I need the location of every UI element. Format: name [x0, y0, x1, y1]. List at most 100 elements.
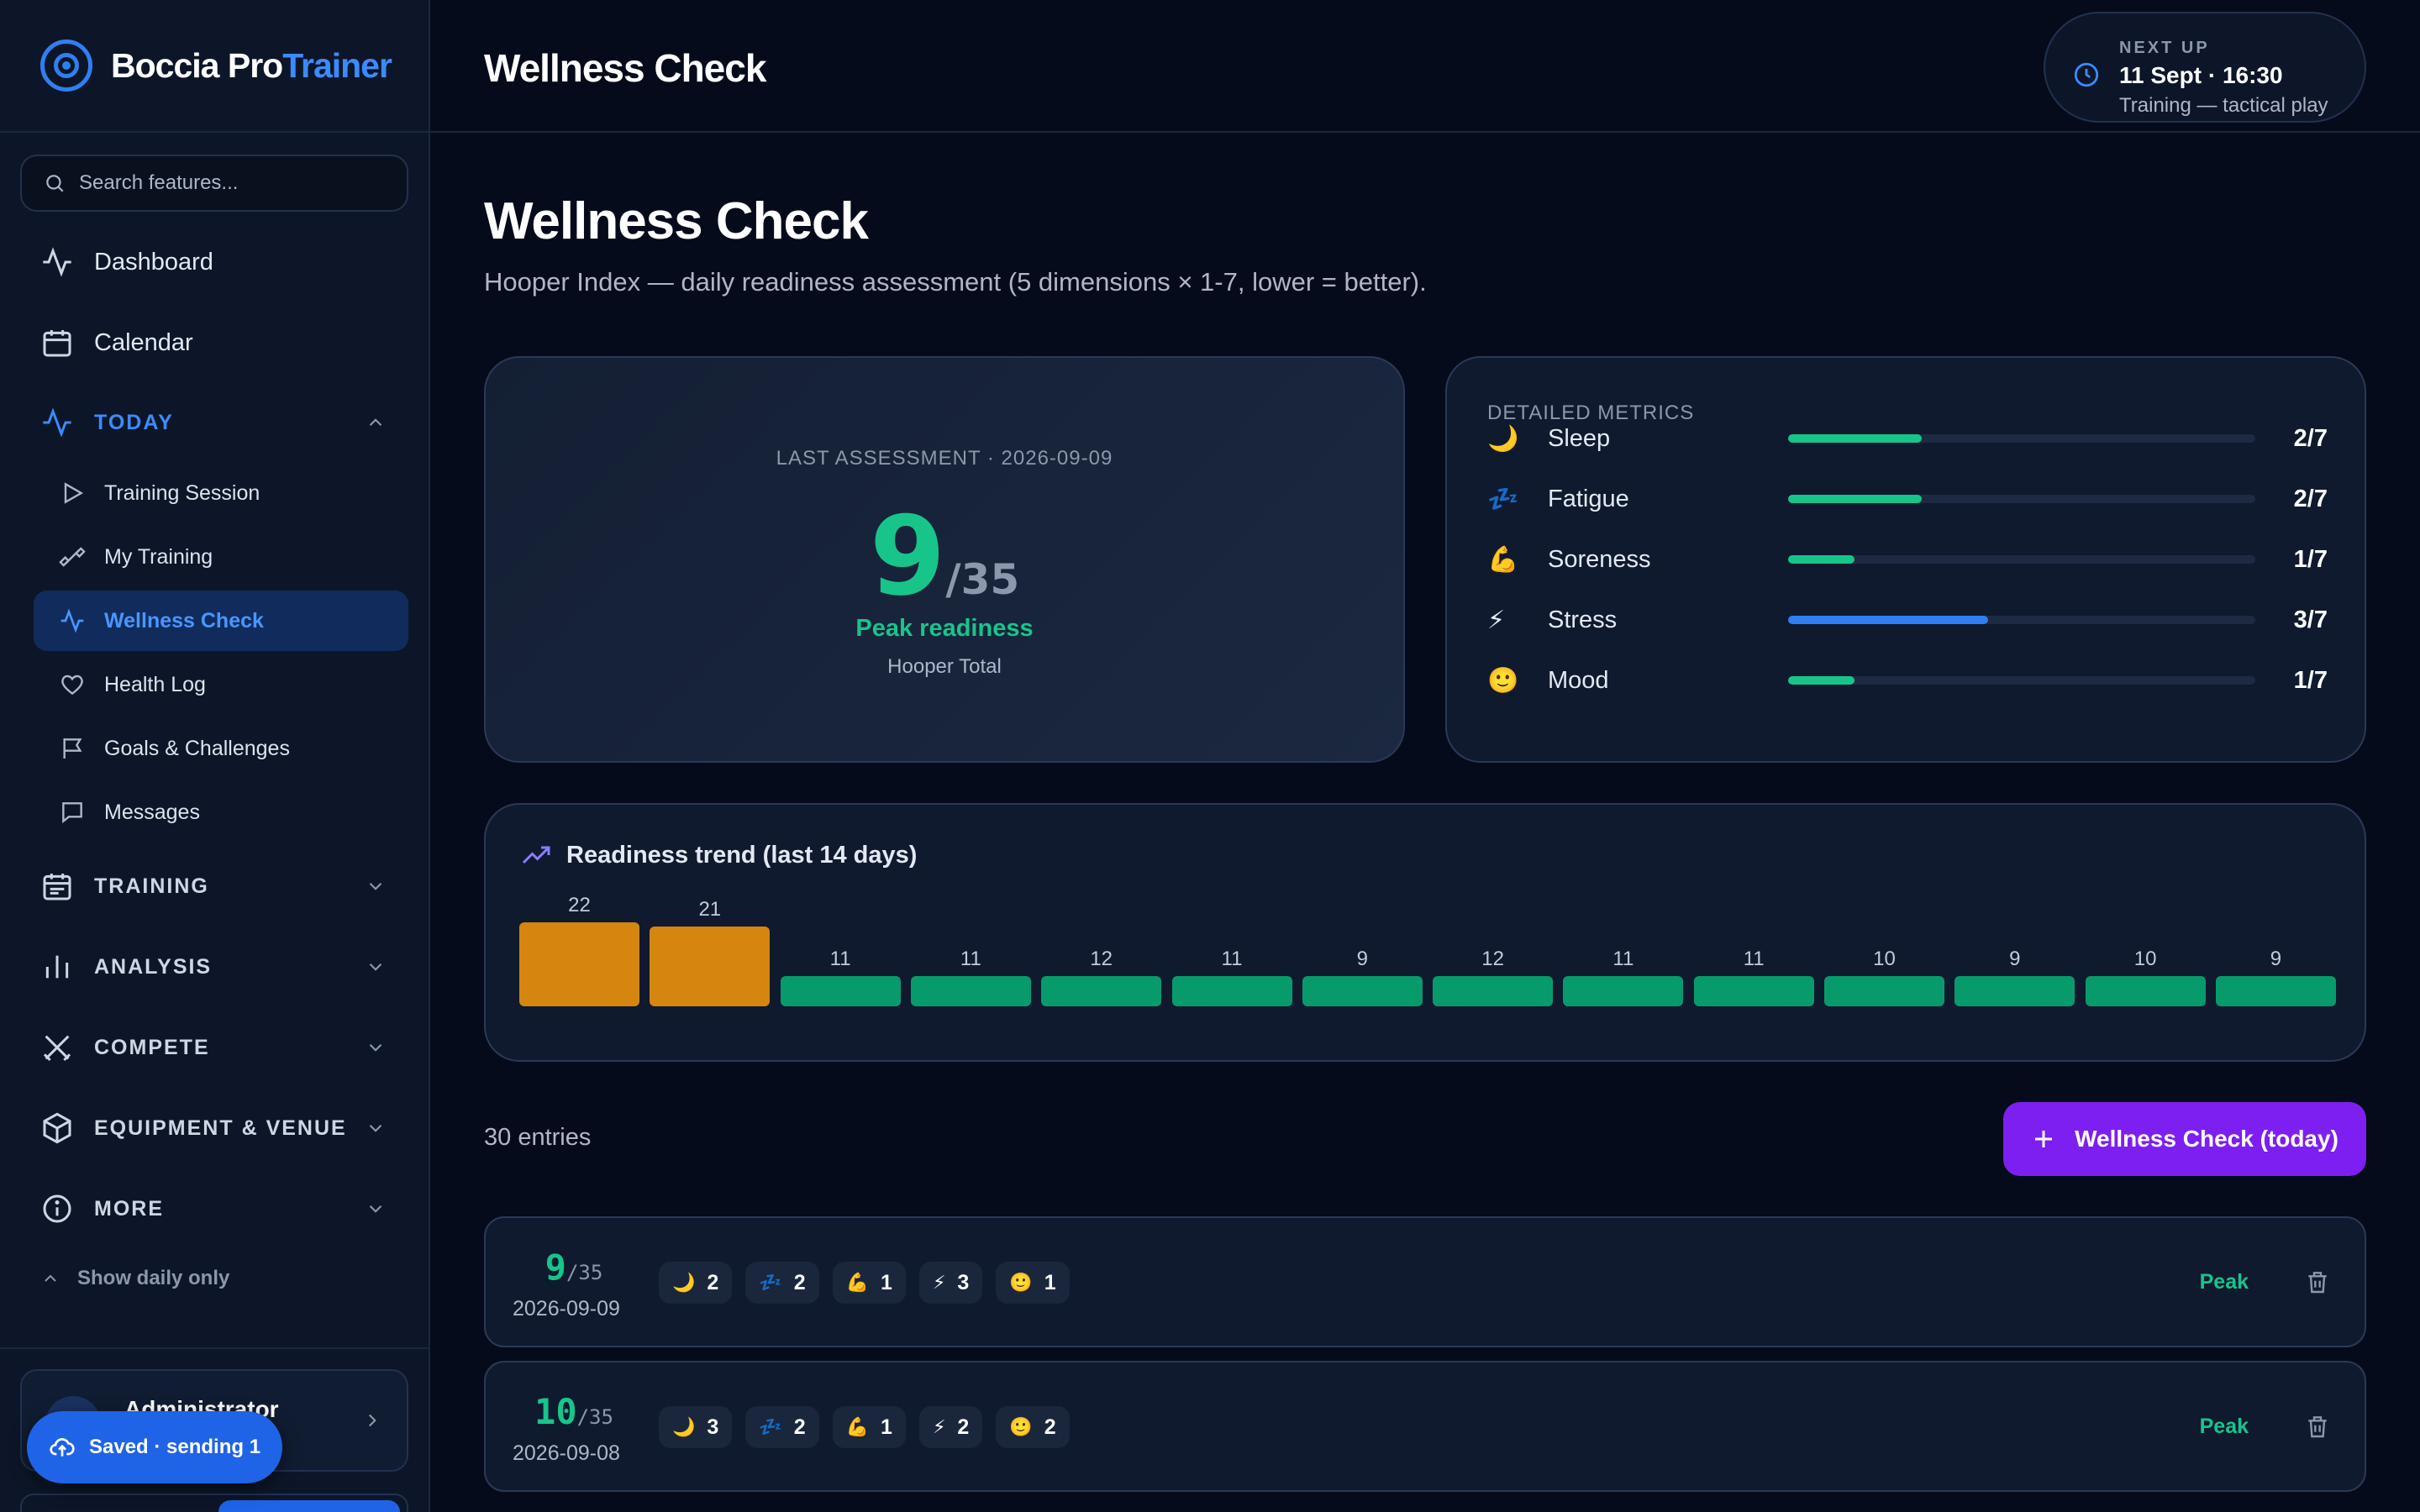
metric-name: Mood	[1548, 666, 1609, 694]
search-icon	[46, 175, 64, 192]
sidebar-item-my-training[interactable]: My Training	[34, 527, 408, 587]
dimension-value: 1	[881, 1415, 892, 1439]
entry-score: 10/35	[486, 1391, 662, 1432]
nav-calendar[interactable]: Calendar	[20, 307, 408, 378]
entry-score-value: 9	[544, 1247, 566, 1288]
entry-score-max: /35	[576, 1405, 613, 1429]
trend-bar[interactable]	[650, 926, 771, 1006]
bottom-action-button[interactable]	[218, 1500, 400, 1512]
top-bar: Wellness Check NEXT UP 11 Sept · 16:30 T…	[430, 0, 2420, 133]
add-wellness-check-button[interactable]: Wellness Check (today)	[2003, 1102, 2366, 1176]
trend-bar[interactable]	[910, 976, 1031, 1006]
dimension-chip: 💪 1	[832, 1262, 906, 1304]
entry-score-value: 10	[534, 1391, 577, 1432]
trend-bar-value: 21	[698, 897, 722, 921]
dimension-chip: 🌙 2	[659, 1262, 733, 1304]
trend-bar-value: 11	[1743, 948, 1765, 970]
list-item[interactable]: 9/35 2026-09-09 🌙 2 💤 2 💪 1 ⚡ 3 🙂 1 Peak	[484, 1216, 2366, 1347]
heart-icon	[61, 675, 83, 696]
metric-bar-fill	[1788, 434, 1922, 443]
sidebar-item-label: Wellness Check	[104, 608, 264, 633]
entry-status: Peak	[2199, 1415, 2249, 1438]
section-training[interactable]: TRAINING	[20, 851, 408, 921]
metric-row-mood: 🙂 Mood 1/7	[1487, 655, 2328, 706]
sidebar-item-label: Messages	[104, 800, 200, 824]
play-icon	[64, 482, 84, 504]
dimension-chip: ⚡ 3	[918, 1262, 983, 1304]
trend-bar[interactable]	[2215, 976, 2336, 1006]
sidebar-item-wellness-check[interactable]: Wellness Check	[34, 591, 408, 651]
page-title: Wellness Check	[484, 192, 869, 250]
brand-name: Boccia ProTrainer	[111, 45, 392, 85]
box-icon	[43, 1112, 71, 1144]
trend-bar-chart: 22 21 11 11 12 11 9 12 11 11 10 9 10 9	[519, 889, 2336, 1040]
bar-chart-icon	[45, 955, 69, 979]
trend-bar[interactable]	[1433, 976, 1554, 1006]
calendar-list-icon	[43, 874, 71, 900]
next-up-description: Training — tactical play	[2119, 94, 2328, 117]
entry-date: 2026-09-09	[513, 1297, 620, 1320]
activity-icon	[43, 407, 71, 438]
search-input[interactable]	[79, 171, 381, 195]
nav-calendar-label: Calendar	[94, 328, 193, 356]
sidebar-item-messages[interactable]: Messages	[34, 782, 408, 843]
trend-bar-value: 9	[1356, 948, 1368, 970]
trend-bar-value: 22	[568, 894, 591, 916]
chevron-up-icon	[369, 418, 382, 427]
trend-bar-value: 10	[2133, 948, 2157, 970]
sidebar-item-health-log[interactable]: Health Log	[34, 654, 408, 715]
trend-bar[interactable]	[1563, 976, 1684, 1006]
trend-bar[interactable]	[519, 922, 639, 1006]
trend-bar[interactable]	[1693, 976, 1814, 1006]
trash-icon[interactable]	[2304, 1413, 2331, 1440]
trend-title: Readiness trend (last 14 days)	[521, 840, 917, 870]
metric-emoji-icon: 🌙	[1487, 424, 1519, 453]
detailed-metrics-card: DETAILED METRICS 🌙 Sleep 2/7 💤 Fatigue 2/7 💪 So…	[1445, 356, 2366, 763]
trend-bar[interactable]	[2085, 976, 2206, 1006]
score-max: /35	[945, 555, 1020, 604]
dimension-icon: ⚡	[932, 1272, 946, 1293]
trend-bar-value: 12	[1090, 948, 1113, 970]
entry-score-max: /35	[566, 1261, 603, 1284]
list-item[interactable]: 10/35 2026-09-08 🌙 3 💤 2 💪 1 ⚡ 2 🙂 2 Peak	[484, 1361, 2366, 1492]
next-up-widget[interactable]: NEXT UP 11 Sept · 16:30 Training — tacti…	[2044, 12, 2366, 123]
flag-icon	[63, 738, 82, 759]
trend-bar[interactable]	[1041, 976, 1162, 1006]
next-up-date: 11 Sept · 16:30	[2119, 62, 2283, 88]
entry-date: 2026-09-08	[513, 1441, 620, 1465]
trend-bar-value: 11	[829, 948, 851, 970]
show-daily-toggle[interactable]: Show daily only	[40, 1267, 229, 1290]
trend-bar[interactable]	[1302, 976, 1423, 1006]
sidebar-item-goals[interactable]: Goals & Challenges	[34, 718, 408, 779]
sync-status-toast[interactable]: Saved · sending 1	[27, 1411, 283, 1483]
next-up-label: NEXT UP	[2119, 39, 2210, 57]
trend-bar[interactable]	[1824, 976, 1944, 1006]
sidebar-item-training-session[interactable]: Training Session	[34, 463, 408, 523]
metric-name: Stress	[1548, 606, 1618, 633]
nav-dashboard[interactable]: Dashboard	[20, 227, 408, 297]
activity-icon	[43, 247, 71, 277]
metric-row-sleep: 🌙 Sleep 2/7	[1487, 413, 2328, 464]
section-today[interactable]: TODAY	[20, 387, 408, 458]
section-compete[interactable]: COMPETE	[20, 1012, 408, 1083]
section-more[interactable]: MORE	[20, 1173, 408, 1244]
trash-icon[interactable]	[2304, 1268, 2331, 1295]
last-assessment-label: LAST ASSESSMENT · 2026-09-09	[776, 447, 1113, 470]
trend-bar[interactable]	[780, 976, 901, 1006]
trend-bar-value: 11	[960, 948, 981, 970]
show-daily-label: Show daily only	[77, 1267, 230, 1289]
search-box[interactable]	[20, 155, 408, 212]
section-equipment[interactable]: EQUIPMENT & VENUE	[20, 1093, 408, 1163]
metric-value: 1/7	[2293, 666, 2328, 694]
chevron-down-icon	[369, 1124, 382, 1132]
chevron-down-icon	[369, 963, 382, 971]
metric-bar-fill	[1788, 616, 1989, 624]
trend-bar[interactable]	[1954, 976, 2075, 1006]
trend-bar-value: 11	[1221, 948, 1243, 970]
trend-bar[interactable]	[1171, 976, 1292, 1006]
page-subtitle: Hooper Index — daily readiness assessmen…	[484, 267, 1427, 297]
brand[interactable]: Boccia ProTrainer	[0, 0, 429, 133]
sidebar-item-label: Training Session	[104, 480, 260, 505]
dimension-icon: 💪	[845, 1272, 870, 1293]
section-analysis[interactable]: ANALYSIS	[20, 932, 408, 1002]
